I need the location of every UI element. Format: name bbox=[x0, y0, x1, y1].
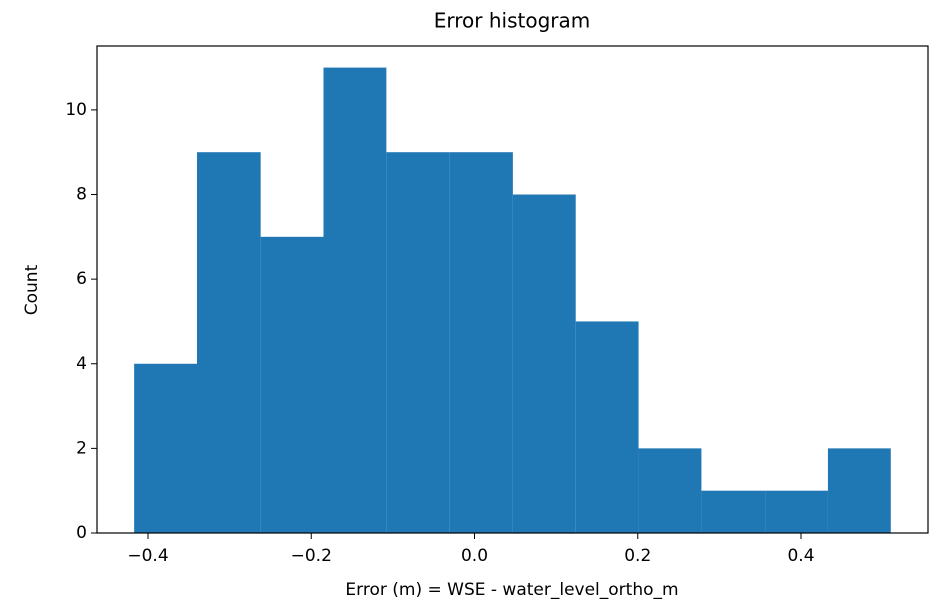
x-tick-label: 0.2 bbox=[624, 546, 651, 566]
plot-frame bbox=[96, 45, 929, 534]
bar bbox=[323, 67, 387, 534]
x-tick-label: −0.4 bbox=[127, 546, 168, 566]
bar bbox=[765, 490, 828, 533]
y-axis-label: Count bbox=[22, 264, 42, 315]
y-tick-label: 8 bbox=[76, 185, 87, 205]
bar bbox=[575, 321, 639, 533]
y-tick-label: 10 bbox=[65, 100, 87, 120]
y-tick-label: 6 bbox=[76, 269, 87, 289]
x-axis-label: Error (m) = WSE - water_level_ortho_m bbox=[345, 580, 678, 600]
bar bbox=[512, 194, 576, 534]
bar bbox=[386, 152, 450, 534]
bar bbox=[449, 152, 513, 534]
x-tick-label: 0.0 bbox=[461, 546, 488, 566]
y-tick-label: 4 bbox=[76, 354, 87, 374]
bar bbox=[196, 152, 261, 534]
bar bbox=[701, 490, 766, 533]
y-tick-label: 0 bbox=[76, 523, 87, 543]
y-tick-label: 2 bbox=[76, 438, 87, 458]
bar bbox=[134, 363, 197, 533]
chart-title: Error histogram bbox=[434, 9, 591, 33]
bar bbox=[260, 236, 324, 534]
x-tick-label: 0.4 bbox=[787, 546, 814, 566]
bar bbox=[827, 448, 891, 533]
bar bbox=[638, 448, 702, 533]
x-tick-label: −0.2 bbox=[291, 546, 332, 566]
